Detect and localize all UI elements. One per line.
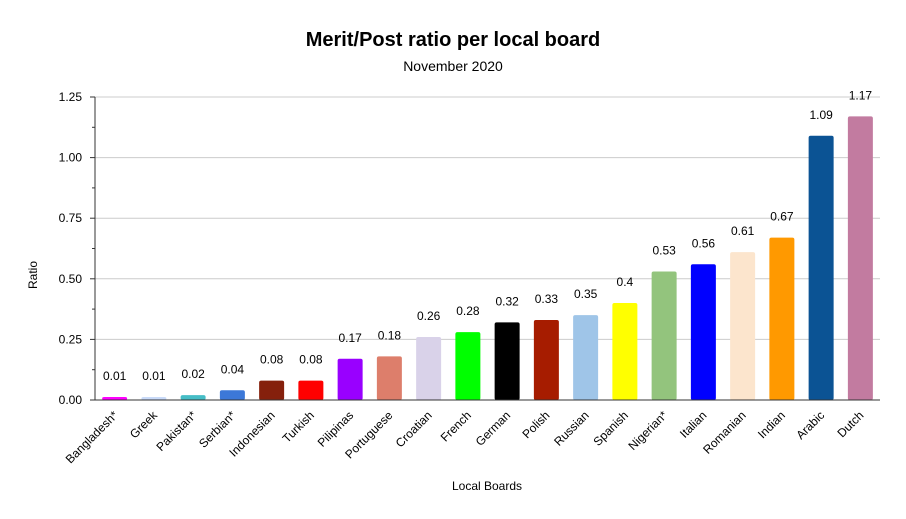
data-label: 0.08 — [260, 353, 284, 367]
data-label: 0.67 — [770, 210, 794, 224]
data-label: 0.02 — [181, 367, 205, 381]
x-tick-label: Italian — [677, 408, 710, 441]
bar — [180, 395, 206, 400]
x-tick-label: Croatian — [393, 408, 435, 450]
data-labels: 0.01 0.01 0.02 0.04 0.08 0.08 0.17 0.18 0.26 0.28… — [103, 88, 872, 383]
data-label: 0.32 — [495, 294, 519, 308]
x-tick-label: Turkish — [280, 408, 317, 445]
data-label: 0.08 — [299, 353, 323, 367]
data-label: 1.17 — [849, 88, 873, 102]
x-tick-label: Dutch — [834, 408, 866, 440]
bar — [102, 397, 128, 400]
x-tick-label: French — [438, 408, 474, 444]
bar — [612, 303, 638, 400]
data-label: 0.28 — [456, 304, 480, 318]
bar — [455, 332, 481, 400]
x-tick-label: Pakistan* — [153, 408, 199, 454]
x-tick-label: Indian — [755, 408, 788, 441]
bar — [730, 252, 756, 400]
x-tick-label: Russian — [551, 408, 592, 449]
bar — [337, 358, 363, 400]
bars — [102, 116, 873, 400]
data-label: 0.01 — [142, 369, 166, 383]
x-tick-label: Nigerian* — [625, 408, 670, 453]
bar — [141, 397, 167, 400]
x-tick-label: Arabic — [793, 408, 827, 442]
data-label: 0.17 — [338, 331, 362, 345]
x-tick-label: Bangladesh* — [63, 408, 121, 466]
y-tick-label: 1.25 — [59, 90, 83, 104]
bar — [298, 380, 324, 400]
bar — [259, 380, 285, 400]
bar — [651, 271, 677, 400]
data-label: 0.26 — [417, 309, 441, 323]
data-label: 0.56 — [692, 236, 716, 250]
data-label: 0.4 — [617, 275, 634, 289]
data-label: 0.35 — [574, 287, 598, 301]
data-label: 0.61 — [731, 224, 755, 238]
data-label: 1.09 — [809, 108, 833, 122]
x-tick-label: German — [473, 408, 514, 449]
x-axis-title: Local Boards — [452, 479, 522, 493]
y-tick-label: 0.00 — [59, 393, 83, 407]
bar — [376, 356, 402, 400]
data-label: 0.18 — [378, 328, 402, 342]
bar — [494, 322, 520, 400]
y-tick-label: 0.50 — [59, 272, 83, 286]
bar — [808, 135, 834, 400]
y-tick-label: 0.75 — [59, 211, 83, 225]
bar — [690, 264, 716, 400]
chart-title: Merit/Post ratio per local board — [306, 29, 601, 51]
data-label: 0.01 — [103, 369, 127, 383]
bar — [847, 116, 873, 400]
y-tick-label: 1.00 — [59, 151, 83, 165]
x-tick-label: Romanian — [700, 408, 749, 457]
x-axis-ticks: Bangladesh* GreekPakistan*Serbian*Indones… — [63, 408, 867, 467]
x-tick-label: Polish — [519, 408, 552, 441]
y-axis-ticks: 0.00 0.25 0.50 0.75 1.00 1.25 — [59, 90, 95, 407]
bar — [219, 390, 245, 400]
data-label: 0.04 — [221, 362, 245, 376]
y-axis-title: Ratio — [26, 261, 40, 289]
bar — [416, 336, 442, 400]
data-label: 0.53 — [652, 244, 676, 258]
bar — [573, 315, 599, 400]
y-tick-label: 0.25 — [59, 332, 83, 346]
x-tick-label: Greek — [127, 408, 161, 442]
bar — [769, 237, 795, 400]
gridlines — [95, 96, 880, 340]
bar — [533, 320, 559, 400]
data-label: 0.33 — [535, 292, 559, 306]
chart-subtitle: November 2020 — [403, 58, 503, 74]
